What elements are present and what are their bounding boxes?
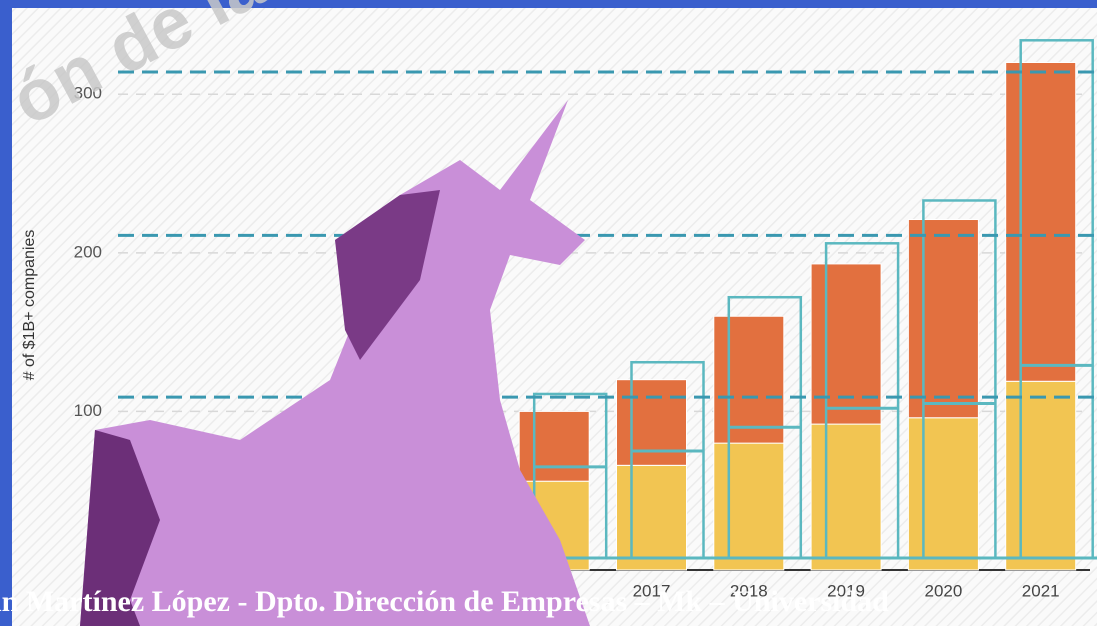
y-tick-label: 100 xyxy=(74,401,102,420)
x-tick-label: 2020 xyxy=(924,581,962,600)
bar-segment xyxy=(811,424,881,570)
bar-segment xyxy=(908,220,978,418)
slide: 1002003002012201420152017201820192020202… xyxy=(0,0,1097,626)
y-axis-label: # of $1B+ companies xyxy=(21,230,38,381)
bar-segment xyxy=(1006,63,1076,382)
bar-segment xyxy=(908,418,978,570)
bar-segment xyxy=(1006,381,1076,570)
bar-segment xyxy=(617,465,687,570)
bar-segment xyxy=(519,411,589,481)
bar-segment xyxy=(811,264,881,424)
page: 1002003002012201420152017201820192020202… xyxy=(0,0,1097,626)
bar-segment xyxy=(714,443,784,570)
x-tick-label: 2021 xyxy=(1022,581,1060,600)
y-tick-label: 200 xyxy=(74,242,102,261)
bar-segment xyxy=(714,316,784,443)
footer: Juan Martínez López - Dpto. Dirección de… xyxy=(0,585,889,618)
